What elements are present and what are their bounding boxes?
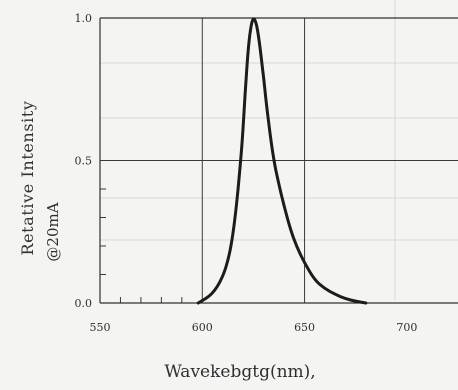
curve-layer: [196, 17, 368, 305]
y-axis-subtitle-group: @20mA: [44, 202, 62, 261]
y-axis-title: Retative Intensity: [18, 100, 37, 255]
tick-label-layer: 550 600 650 700 0.0 0.5 1.0: [75, 12, 418, 334]
x-axis-title: Wavekebgtg(nm),: [164, 362, 315, 382]
y-axis-subtitle: @20mA: [44, 202, 62, 261]
background-artifacts: [100, 0, 458, 300]
x-tick-label: 650: [294, 321, 315, 334]
x-tick-label: 550: [90, 321, 111, 334]
y-axis-title-group: Retative Intensity: [18, 100, 37, 255]
y-tick-label: 0.5: [75, 155, 93, 168]
x-tick-label: 700: [396, 321, 417, 334]
tick-layer: [100, 188, 183, 303]
y-tick-label: 0.0: [75, 297, 93, 310]
x-tick-label: 600: [192, 321, 213, 334]
plot-frame: [99, 17, 458, 304]
grid-layer: [100, 18, 458, 303]
spectrum-curve: [196, 17, 368, 305]
y-tick-label: 1.0: [75, 12, 93, 25]
